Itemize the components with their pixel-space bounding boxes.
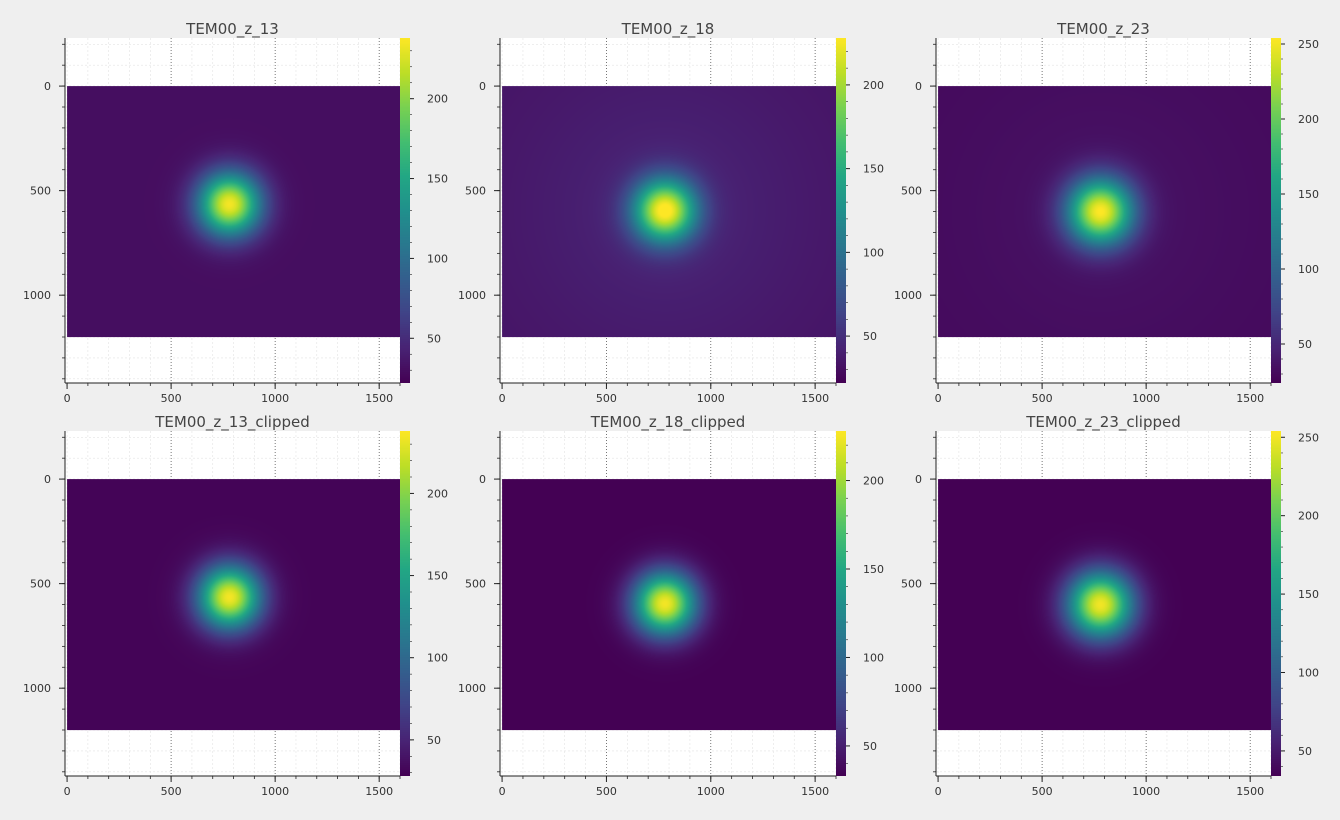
colorbar-tick-label: 100 — [1298, 263, 1319, 276]
y-tick-label: 1000 — [23, 289, 51, 302]
x-tick-label: 500 — [1032, 392, 1053, 405]
colorbar-tick-label: 200 — [1298, 510, 1319, 523]
y-tick-label: 500 — [901, 578, 922, 591]
y-tick-label: 0 — [915, 473, 922, 486]
x-tick-label: 1000 — [1132, 785, 1160, 798]
x-tick-label: 500 — [596, 785, 617, 798]
chart-title: TEM00_z_23_clipped — [1025, 413, 1181, 432]
colorbar-tick-label: 200 — [863, 79, 884, 92]
x-tick-label: 1000 — [1132, 392, 1160, 405]
colorbar-tick-label: 250 — [1298, 38, 1319, 51]
y-tick-label: 500 — [30, 578, 51, 591]
colorbar — [400, 38, 410, 383]
chart-title: TEM00_z_23 — [1056, 20, 1150, 39]
y-tick-label: 500 — [901, 185, 922, 198]
colorbar-tick-label: 100 — [1298, 667, 1319, 680]
colorbar-tick-label: 150 — [1298, 588, 1319, 601]
x-tick-label: 1500 — [365, 392, 393, 405]
x-tick-label: 0 — [935, 392, 942, 405]
x-tick-label: 1000 — [697, 392, 725, 405]
y-tick-label: 1000 — [458, 289, 486, 302]
colorbar-tick-label: 150 — [863, 563, 884, 576]
y-tick-label: 1000 — [894, 682, 922, 695]
chart-title: TEM00_z_13 — [185, 20, 279, 39]
colorbar-tick-label: 150 — [863, 163, 884, 176]
heatmap-image — [938, 479, 1272, 731]
colorbar-tick-label: 100 — [863, 246, 884, 259]
colorbar-tick-label: 250 — [1298, 431, 1319, 444]
colorbar — [400, 431, 410, 776]
chart-title: TEM00_z_18 — [621, 20, 715, 39]
y-tick-label: 0 — [479, 80, 486, 93]
x-tick-label: 500 — [161, 785, 182, 798]
x-tick-label: 0 — [935, 785, 942, 798]
x-tick-label: 1500 — [801, 785, 829, 798]
colorbar — [1271, 38, 1281, 383]
colorbar-tick-label: 150 — [1298, 188, 1319, 201]
y-tick-label: 1000 — [458, 682, 486, 695]
colorbar — [1271, 431, 1281, 776]
colorbar-tick-label: 150 — [427, 173, 448, 186]
x-tick-label: 1500 — [1236, 785, 1264, 798]
chart-title: TEM00_z_18_clipped — [590, 413, 746, 432]
colorbar — [836, 431, 846, 776]
y-tick-label: 1000 — [23, 682, 51, 695]
y-tick-label: 0 — [915, 80, 922, 93]
colorbar-tick-label: 200 — [1298, 113, 1319, 126]
x-tick-label: 1500 — [1236, 392, 1264, 405]
y-tick-label: 0 — [44, 473, 51, 486]
y-tick-label: 500 — [465, 578, 486, 591]
heatmap-image — [67, 479, 401, 731]
y-tick-label: 500 — [30, 185, 51, 198]
x-tick-label: 0 — [499, 785, 506, 798]
y-tick-label: 0 — [479, 473, 486, 486]
colorbar-tick-label: 100 — [427, 252, 448, 265]
x-tick-label: 0 — [499, 392, 506, 405]
x-tick-label: 0 — [64, 392, 71, 405]
colorbar-tick-label: 50 — [863, 740, 877, 753]
heatmap-image — [502, 479, 837, 731]
x-tick-label: 1000 — [261, 392, 289, 405]
colorbar-tick-label: 100 — [863, 651, 884, 664]
x-tick-label: 1500 — [801, 392, 829, 405]
heatmap-image — [67, 86, 401, 338]
colorbar-tick-label: 50 — [427, 332, 441, 345]
colorbar — [836, 38, 846, 383]
x-tick-label: 500 — [161, 392, 182, 405]
colorbar-tick-label: 50 — [1298, 745, 1312, 758]
colorbar-tick-label: 150 — [427, 570, 448, 583]
colorbar-tick-label: 50 — [427, 734, 441, 747]
colorbar-tick-label: 200 — [427, 487, 448, 500]
x-tick-label: 1500 — [365, 785, 393, 798]
y-tick-label: 500 — [465, 185, 486, 198]
y-tick-label: 0 — [44, 80, 51, 93]
colorbar-tick-label: 100 — [427, 652, 448, 665]
x-tick-label: 500 — [1032, 785, 1053, 798]
heatmap-image — [502, 86, 837, 338]
colorbar-tick-label: 200 — [427, 93, 448, 106]
colorbar-tick-label: 50 — [863, 330, 877, 343]
y-tick-label: 1000 — [894, 289, 922, 302]
x-tick-label: 1000 — [261, 785, 289, 798]
heatmap-image — [938, 86, 1272, 338]
x-tick-label: 1000 — [697, 785, 725, 798]
x-tick-label: 500 — [596, 392, 617, 405]
x-tick-label: 0 — [64, 785, 71, 798]
colorbar-tick-label: 200 — [863, 475, 884, 488]
colorbar-tick-label: 50 — [1298, 338, 1312, 351]
chart-title: TEM00_z_13_clipped — [154, 413, 310, 432]
